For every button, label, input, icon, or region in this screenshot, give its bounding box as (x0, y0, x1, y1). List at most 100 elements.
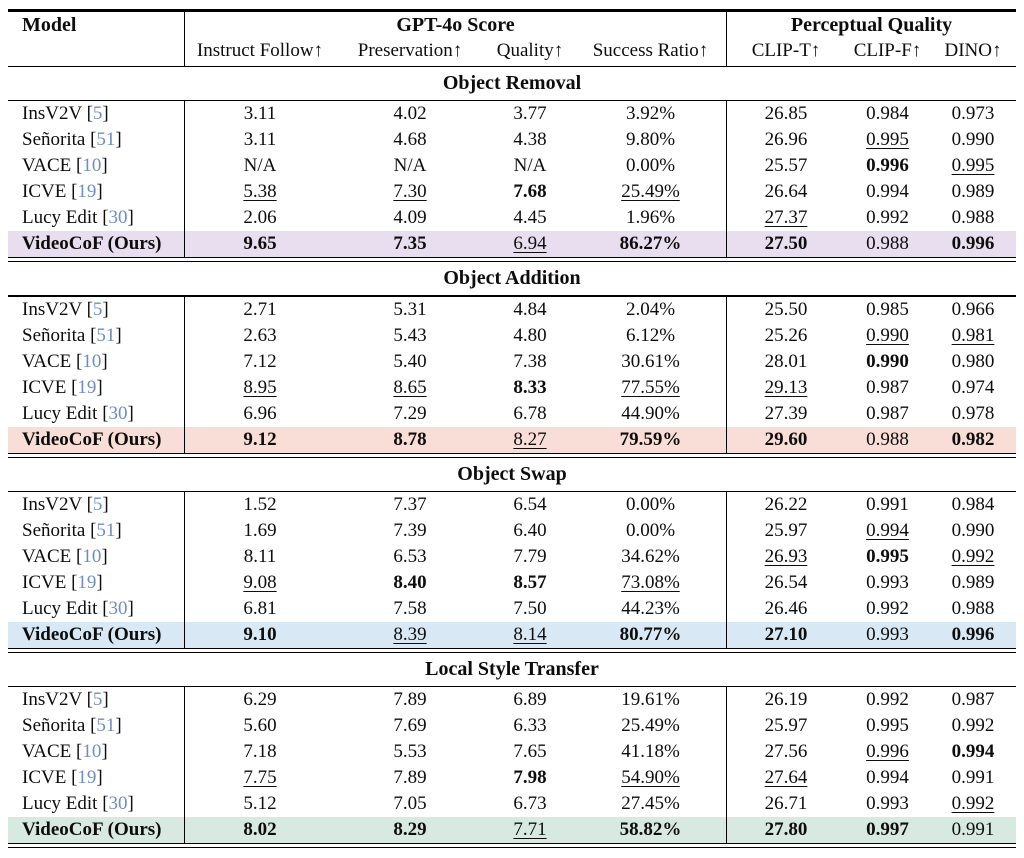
citation-bracket: [ (85, 519, 97, 541)
value-cell: 29.13 (727, 375, 845, 401)
value-cell: 8.95 (185, 375, 335, 401)
value-cell: 3.11 (185, 127, 335, 153)
citation-link[interactable]: 19 (77, 376, 97, 398)
value-cell: 4.68 (335, 127, 485, 153)
citation-link[interactable]: 10 (82, 155, 102, 177)
metric-value: 29.60 (764, 428, 808, 450)
value-cell: 7.29 (335, 401, 485, 427)
citation-link[interactable]: 5 (92, 493, 103, 515)
value-cell: 6.40 (485, 518, 575, 544)
metric-value: 9.10 (243, 623, 277, 645)
citation-link[interactable]: 51 (96, 715, 116, 737)
metric-value: 0.988 (866, 233, 909, 255)
value-cell: 0.00% (575, 491, 727, 518)
metric-value: N/A (393, 155, 427, 177)
metric-value: 0.973 (951, 103, 995, 125)
citation-bracket: [ (66, 571, 78, 593)
model-name-cell: Lucy Edit [30] (8, 205, 185, 232)
citation-link[interactable]: 19 (77, 181, 97, 203)
value-cell: 9.80% (575, 127, 727, 154)
citation-link[interactable]: 10 (82, 350, 102, 372)
citation-link[interactable]: 10 (82, 545, 102, 567)
citation-link[interactable]: 5 (92, 103, 103, 125)
metric-value: 0.974 (951, 376, 995, 398)
metric-value: 3.11 (243, 103, 277, 125)
citation-link[interactable]: 19 (77, 571, 97, 593)
model-name: InsV2V (22, 103, 82, 125)
citation-link[interactable]: 30 (108, 793, 128, 815)
metric-value: 7.89 (393, 767, 427, 789)
value-cell: 1.52 (185, 492, 335, 518)
metric-value: 30.61% (621, 350, 680, 372)
metric-value: 6.81 (243, 597, 277, 619)
citation-bracket: ] (102, 103, 109, 125)
value-cell: 25.97 (727, 518, 845, 544)
value-cell: 27.45% (575, 791, 727, 818)
metric-value: N/A (513, 155, 547, 177)
metric-value: 0.990 (951, 519, 995, 541)
table-row: Señorita [51] 5.60 7.69 6.33 25.49% 25.97 0.99… (8, 713, 1016, 740)
citation-bracket: [ (81, 689, 93, 711)
value-cell: 44.90% (575, 400, 727, 427)
metric-value: 44.23% (621, 597, 680, 619)
citation-bracket: ] (127, 597, 134, 619)
metric-value: 0.993 (866, 571, 909, 593)
value-cell: 79.59% (575, 426, 727, 453)
metric-value: 7.69 (393, 715, 427, 737)
metric-value: 6.54 (513, 493, 547, 515)
citation-link[interactable]: 5 (92, 298, 103, 320)
metric-value: 6.29 (243, 689, 277, 711)
value-cell: 6.33 (485, 713, 575, 739)
metric-value: 9.80% (625, 129, 676, 151)
model-name: ICVE (22, 767, 67, 789)
metric-value: 7.98 (513, 767, 547, 789)
metric-value: 5.43 (393, 324, 427, 346)
value-cell: 0.982 (930, 427, 1016, 453)
citation-link[interactable]: 10 (82, 741, 102, 763)
citation-link[interactable]: 51 (96, 519, 116, 541)
citation-link[interactable]: 5 (92, 689, 103, 711)
citation-link[interactable]: 30 (108, 597, 128, 619)
metric-value: 25.57 (764, 155, 808, 177)
value-cell: 27.80 (727, 817, 845, 843)
metric-value: 7.71 (513, 819, 547, 841)
metric-value: 7.38 (513, 350, 547, 372)
value-cell: 27.56 (727, 739, 845, 765)
section-bottom-double-rule (8, 647, 1016, 653)
value-cell: 25.50 (727, 297, 845, 323)
model-name: VACE (22, 155, 72, 177)
model-name-cell: ICVE [19] (8, 569, 185, 596)
value-cell: 1.69 (185, 518, 335, 544)
metric-value: 8.40 (393, 571, 427, 593)
metric-value: 0.994 (951, 741, 995, 763)
citation-link[interactable]: 19 (77, 767, 97, 789)
metric-value: 26.64 (764, 181, 808, 203)
citation-link[interactable]: 30 (108, 402, 128, 424)
value-cell: 0.990 (845, 349, 930, 375)
citation-link[interactable]: 51 (96, 324, 116, 346)
metric-value: 9.08 (243, 571, 277, 593)
metric-value: 0.984 (866, 103, 909, 125)
citation-bracket: [ (71, 545, 83, 567)
value-cell: 0.995 (930, 153, 1016, 179)
metric-value: 4.84 (513, 298, 547, 320)
value-cell: 25.97 (727, 713, 845, 739)
table-row: InsV2V [5] 6.29 7.89 6.89 19.61% 26.19 0.992 0.… (8, 687, 1016, 714)
value-cell: 30.61% (575, 348, 727, 375)
value-cell: 0.988 (930, 596, 1016, 622)
table-row: Lucy Edit [30] 6.96 7.29 6.78 44.90% 27.39 0.9… (8, 400, 1016, 427)
metric-value: 27.50 (764, 233, 808, 255)
citation-link[interactable]: 51 (96, 129, 116, 151)
value-cell: 5.12 (185, 791, 335, 817)
metric-value: 0.992 (951, 715, 995, 737)
metric-value: 7.58 (393, 597, 427, 619)
col-header-quality: Quality↑ (496, 39, 564, 61)
metric-value: 27.64 (764, 767, 808, 789)
metric-value: 5.53 (393, 741, 427, 763)
value-cell: 25.57 (727, 153, 845, 179)
value-cell: 5.31 (335, 297, 485, 323)
metric-value: 0.994 (866, 767, 909, 789)
value-cell: 0.991 (930, 817, 1016, 843)
citation-link[interactable]: 30 (108, 207, 128, 229)
table-row: Señorita [51] 1.69 7.39 6.40 0.00% 25.97 0.994… (8, 517, 1016, 544)
